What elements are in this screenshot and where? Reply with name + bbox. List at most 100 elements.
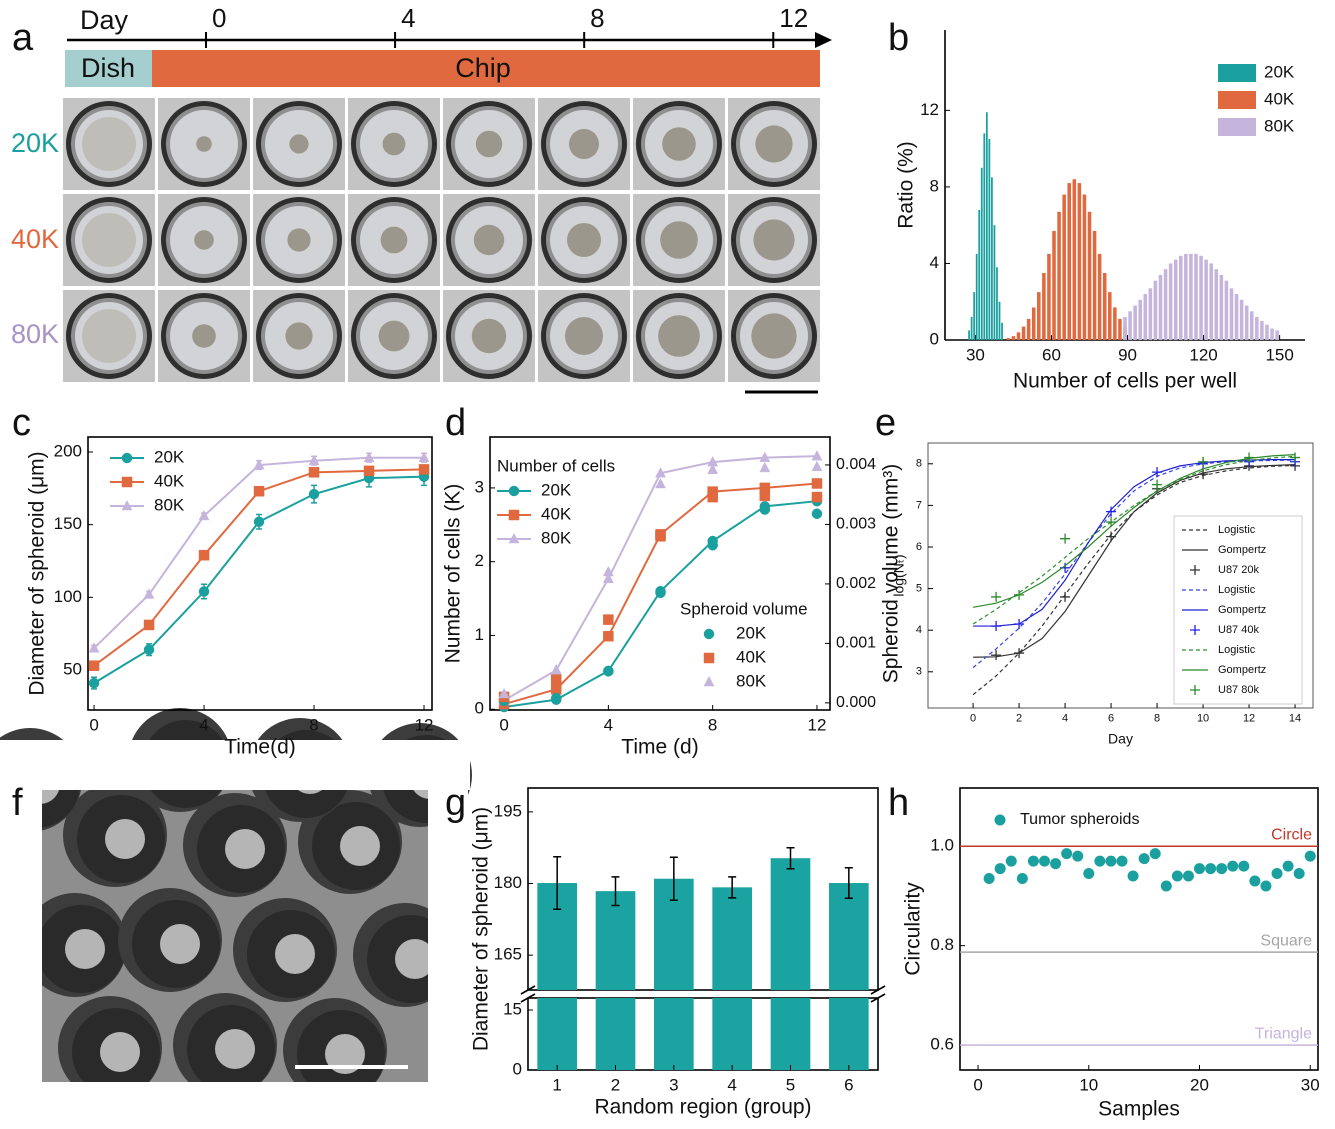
- histogram-bar: [1219, 274, 1224, 340]
- series-line: [973, 464, 1296, 658]
- x-tick-label: 120: [1189, 346, 1217, 365]
- histogram-bar: [1021, 326, 1026, 340]
- data-point: [1238, 860, 1250, 872]
- data-point: [418, 464, 430, 475]
- timeline-tick-label: 0: [212, 3, 226, 33]
- y-tick-label: 180: [494, 873, 522, 892]
- x-tick-label: 2: [1016, 712, 1022, 724]
- legend-label: Tumor spheroids: [1020, 811, 1139, 828]
- row-label: 40K: [11, 224, 59, 254]
- spheroid: [82, 213, 136, 267]
- bar: [537, 998, 577, 1070]
- histogram-bar: [1209, 263, 1213, 340]
- timeline-tick-label: 12: [779, 3, 808, 33]
- spheroid: [382, 132, 406, 156]
- histogram-bar: [1123, 317, 1127, 340]
- data-point: [991, 591, 1002, 602]
- data-point: [602, 572, 614, 583]
- sem-spheroid: [160, 924, 200, 964]
- data-point: [1005, 855, 1017, 867]
- y-tick-label: 195: [494, 801, 522, 820]
- data-point: [550, 664, 562, 675]
- x-tick-label: 12: [415, 716, 434, 735]
- histogram-bar: [1275, 330, 1279, 340]
- reference-label: Triangle: [1255, 1025, 1312, 1042]
- y-tick-label: 12: [920, 100, 939, 119]
- x-tick-label: 8: [1154, 712, 1160, 724]
- data-point: [1127, 870, 1139, 882]
- data-point: [1072, 850, 1084, 862]
- data-point: [655, 477, 666, 489]
- spheroid: [471, 318, 507, 354]
- histogram-bar: [1194, 253, 1198, 340]
- data-point: [1038, 855, 1050, 867]
- spheroid: [567, 223, 601, 257]
- x-axis-label: Day: [1108, 731, 1133, 747]
- histogram-bar: [1260, 320, 1264, 340]
- x-tick-label: 5: [786, 1075, 795, 1094]
- y-axis-label: Diameter of spheroid (μm): [26, 451, 49, 695]
- histogram-bar: [1082, 194, 1087, 340]
- bar: [829, 998, 869, 1070]
- histogram-bar: [1006, 338, 1011, 340]
- legend-label: Logistic: [1218, 584, 1256, 596]
- series-line: [972, 454, 1296, 608]
- legend-marker: [121, 476, 133, 488]
- data-point: [143, 588, 155, 599]
- histogram-bar: [1072, 179, 1077, 340]
- legend-label: 20K: [541, 480, 572, 499]
- data-point: [143, 644, 155, 655]
- y-tick-label: 150: [54, 514, 82, 533]
- x-tick-label: 8: [309, 716, 318, 735]
- data-point: [1014, 618, 1025, 629]
- y-tick-label: 1: [475, 625, 484, 644]
- legend-label: U87 80k: [1218, 684, 1259, 696]
- legend-label: Gompertz: [1218, 604, 1266, 616]
- histogram-bar: [991, 177, 993, 340]
- panel-label: h: [888, 782, 909, 824]
- histogram-bar: [1108, 292, 1112, 340]
- x-tick-label: 4: [199, 716, 208, 735]
- legend-label: 40K: [154, 471, 185, 490]
- data-point: [603, 630, 614, 642]
- histogram-bar: [985, 112, 988, 340]
- data-point: [1106, 506, 1117, 517]
- histogram-bar: [1163, 269, 1168, 340]
- x-tick-label: 4: [1062, 712, 1068, 724]
- histogram-bar: [1026, 318, 1031, 340]
- plot-frame: [489, 436, 831, 711]
- data-point: [759, 504, 771, 515]
- data-point: [1171, 870, 1183, 882]
- data-point: [707, 463, 719, 474]
- legend-label: Logistic: [1218, 524, 1256, 536]
- legend-label: 80K: [154, 495, 185, 514]
- legend-label: Gompertz: [1218, 544, 1266, 556]
- x-tick-label: 0: [970, 712, 976, 724]
- data-point: [1116, 855, 1128, 867]
- data-point: [759, 461, 771, 473]
- data-point: [1106, 517, 1117, 528]
- histogram-bar: [1239, 299, 1244, 340]
- legend-title: Number of cells: [497, 456, 615, 475]
- legend-label: 80K: [541, 528, 572, 547]
- histogram-bar: [1234, 294, 1239, 340]
- histogram-bar: [1042, 273, 1046, 340]
- spheroid: [380, 226, 408, 254]
- error-bar: [553, 856, 562, 911]
- y-tick-label: 0: [513, 1059, 522, 1078]
- x-tick-label: 14: [1289, 712, 1301, 724]
- bar: [770, 858, 811, 990]
- error-bar: [611, 876, 620, 907]
- data-point: [1290, 452, 1301, 463]
- legend-label: 40K: [1264, 89, 1295, 108]
- sem-mask: [0, 740, 42, 1100]
- data-point: [655, 531, 666, 542]
- bar: [829, 883, 869, 990]
- histogram-bar: [996, 267, 998, 340]
- legend-label: 40K: [736, 647, 767, 666]
- data-point: [498, 687, 510, 699]
- histogram-bar: [1133, 305, 1137, 340]
- legend-label: 80K: [1264, 116, 1295, 135]
- histogram-bar: [1189, 253, 1193, 340]
- data-point: [707, 540, 718, 551]
